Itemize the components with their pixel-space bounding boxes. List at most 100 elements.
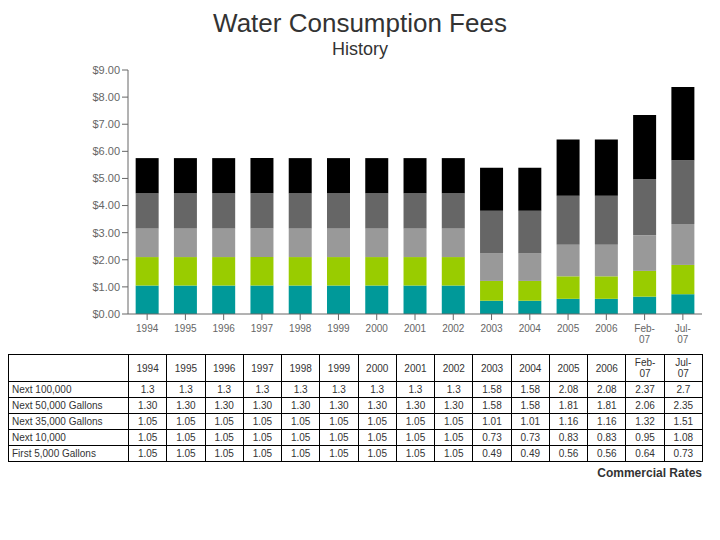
html-text:2004: 2004 bbox=[519, 362, 542, 374]
html-text:1.3: 1.3 bbox=[140, 384, 155, 395]
html-text:1.30: 1.30 bbox=[252, 400, 273, 411]
html-text:1.05: 1.05 bbox=[367, 416, 387, 427]
html-text:2002: 2002 bbox=[442, 362, 465, 374]
html-text:Next 50,000 Gallons: Next 50,000 Gallons bbox=[12, 400, 103, 411]
html-text:1.05: 1.05 bbox=[367, 432, 387, 443]
html-text:Jul- 07: Jul- 07 bbox=[675, 357, 692, 379]
html-text:1999: 1999 bbox=[327, 362, 351, 374]
html-text:1.3: 1.3 bbox=[255, 384, 270, 395]
html-text:1.05: 1.05 bbox=[176, 416, 196, 427]
html-text:1.05: 1.05 bbox=[137, 432, 158, 443]
html-text:1.81: 1.81 bbox=[597, 400, 617, 411]
html-text:1.3: 1.3 bbox=[217, 384, 232, 395]
svg-text:2000: 2000 bbox=[366, 323, 389, 334]
html-text:1995: 1995 bbox=[174, 362, 197, 374]
svg-text:2004: 2004 bbox=[519, 323, 542, 334]
html-text:2.7: 2.7 bbox=[676, 384, 691, 395]
html-text:1.30: 1.30 bbox=[329, 400, 349, 411]
html-text:1.58: 1.58 bbox=[520, 400, 540, 411]
svg-text:$9.00: $9.00 bbox=[92, 64, 120, 76]
html-text:2.08: 2.08 bbox=[597, 384, 617, 395]
html-text:1.30: 1.30 bbox=[137, 400, 158, 411]
html-text:1.01: 1.01 bbox=[482, 416, 502, 427]
svg-text:Feb-07: Feb-07 bbox=[634, 323, 655, 345]
html-text:1.01: 1.01 bbox=[520, 416, 540, 427]
svg-text:1996: 1996 bbox=[213, 323, 236, 334]
html-text:1.05: 1.05 bbox=[252, 416, 273, 427]
svg-text:$3.00: $3.00 bbox=[92, 227, 120, 239]
html-text:Feb- 07: Feb- 07 bbox=[634, 357, 656, 379]
html-text:1.05: 1.05 bbox=[444, 416, 464, 427]
html-text:2000: 2000 bbox=[366, 362, 389, 374]
html-text:1997: 1997 bbox=[251, 362, 274, 374]
html-text:2.37: 2.37 bbox=[635, 384, 655, 395]
html-text:1998: 1998 bbox=[289, 362, 312, 374]
html-text:1.58: 1.58 bbox=[520, 384, 540, 395]
html-text:Commercial Rates: Commercial Rates bbox=[597, 466, 702, 480]
html-text:1.16: 1.16 bbox=[558, 416, 579, 427]
html-text:2003: 2003 bbox=[480, 362, 504, 374]
html-text:2005: 2005 bbox=[557, 362, 580, 374]
html-text:1.30: 1.30 bbox=[405, 400, 426, 411]
svg-text:1995: 1995 bbox=[174, 323, 197, 334]
html-text:1.30: 1.30 bbox=[214, 400, 234, 411]
svg-text:$4.00: $4.00 bbox=[92, 199, 120, 211]
html-text:1.16: 1.16 bbox=[597, 416, 617, 427]
html-text:1.30: 1.30 bbox=[291, 400, 311, 411]
html-text:1.05: 1.05 bbox=[137, 416, 158, 427]
html-text:1.3: 1.3 bbox=[332, 384, 346, 395]
svg-text:$8.00: $8.00 bbox=[92, 91, 120, 103]
svg-text:$1.00: $1.00 bbox=[92, 281, 120, 293]
svg-text:Jul-07: Jul-07 bbox=[675, 323, 691, 345]
html-text:1.30: 1.30 bbox=[444, 400, 464, 411]
html-text:Water Consumption Fees: Water Consumption Fees bbox=[213, 8, 507, 38]
html-text:1.81: 1.81 bbox=[558, 400, 579, 411]
html-text:History: History bbox=[332, 39, 388, 59]
svg-text:1994: 1994 bbox=[136, 323, 159, 334]
html-text:2.08: 2.08 bbox=[558, 384, 579, 395]
html-text:1.05: 1.05 bbox=[252, 432, 273, 443]
html-text:1.05: 1.05 bbox=[176, 432, 196, 443]
html-text:1.3: 1.3 bbox=[178, 384, 193, 395]
html-text:2.06: 2.06 bbox=[635, 400, 655, 411]
html-text:2.35: 2.35 bbox=[673, 400, 694, 411]
svg-text:2005: 2005 bbox=[557, 323, 580, 334]
svg-text:1999: 1999 bbox=[327, 323, 350, 334]
svg-text:$0.00: $0.00 bbox=[92, 308, 120, 320]
svg-text:2003: 2003 bbox=[480, 323, 503, 334]
html-text:1.3: 1.3 bbox=[408, 384, 423, 395]
html-text:1.30: 1.30 bbox=[176, 400, 196, 411]
svg-text:$7.00: $7.00 bbox=[92, 118, 120, 130]
svg-text:1998: 1998 bbox=[289, 323, 312, 334]
html-text:2006: 2006 bbox=[595, 362, 618, 374]
html-text:Next 100,000: Next 100,000 bbox=[12, 384, 72, 395]
svg-text:2001: 2001 bbox=[404, 323, 427, 334]
html-text:1.05: 1.05 bbox=[329, 416, 349, 427]
html-text:1996: 1996 bbox=[213, 362, 236, 374]
html-text:Next 10,000: Next 10,000 bbox=[12, 432, 66, 443]
html-text:1.05: 1.05 bbox=[329, 432, 349, 443]
svg-text:$2.00: $2.00 bbox=[92, 254, 120, 266]
html-text:1.05: 1.05 bbox=[214, 416, 234, 427]
html-text:1.58: 1.58 bbox=[482, 384, 502, 395]
html-text:1.3: 1.3 bbox=[446, 384, 461, 395]
svg-text:$6.00: $6.00 bbox=[92, 145, 120, 157]
html-text:1.51: 1.51 bbox=[673, 416, 694, 427]
html-text:1.05: 1.05 bbox=[291, 432, 311, 443]
html-text:1.3: 1.3 bbox=[370, 384, 385, 395]
svg-text:2006: 2006 bbox=[595, 323, 618, 334]
html-text:2001: 2001 bbox=[404, 362, 427, 374]
html-text:1.32: 1.32 bbox=[635, 416, 655, 427]
html-text:1.3: 1.3 bbox=[293, 384, 308, 395]
html-text:1994: 1994 bbox=[136, 362, 159, 374]
html-text:1.05: 1.05 bbox=[405, 432, 426, 443]
html-text:Next 35,000 Gallons: Next 35,000 Gallons bbox=[12, 416, 103, 427]
svg-text:2002: 2002 bbox=[442, 323, 465, 334]
html-text:1.05: 1.05 bbox=[214, 432, 234, 443]
html-text:1.30: 1.30 bbox=[367, 400, 387, 411]
html-text:1.05: 1.05 bbox=[291, 416, 311, 427]
html-text:1.58: 1.58 bbox=[482, 400, 502, 411]
svg-text:1997: 1997 bbox=[251, 323, 274, 334]
svg-text:$5.00: $5.00 bbox=[92, 172, 120, 184]
html-text:1.05: 1.05 bbox=[405, 416, 426, 427]
